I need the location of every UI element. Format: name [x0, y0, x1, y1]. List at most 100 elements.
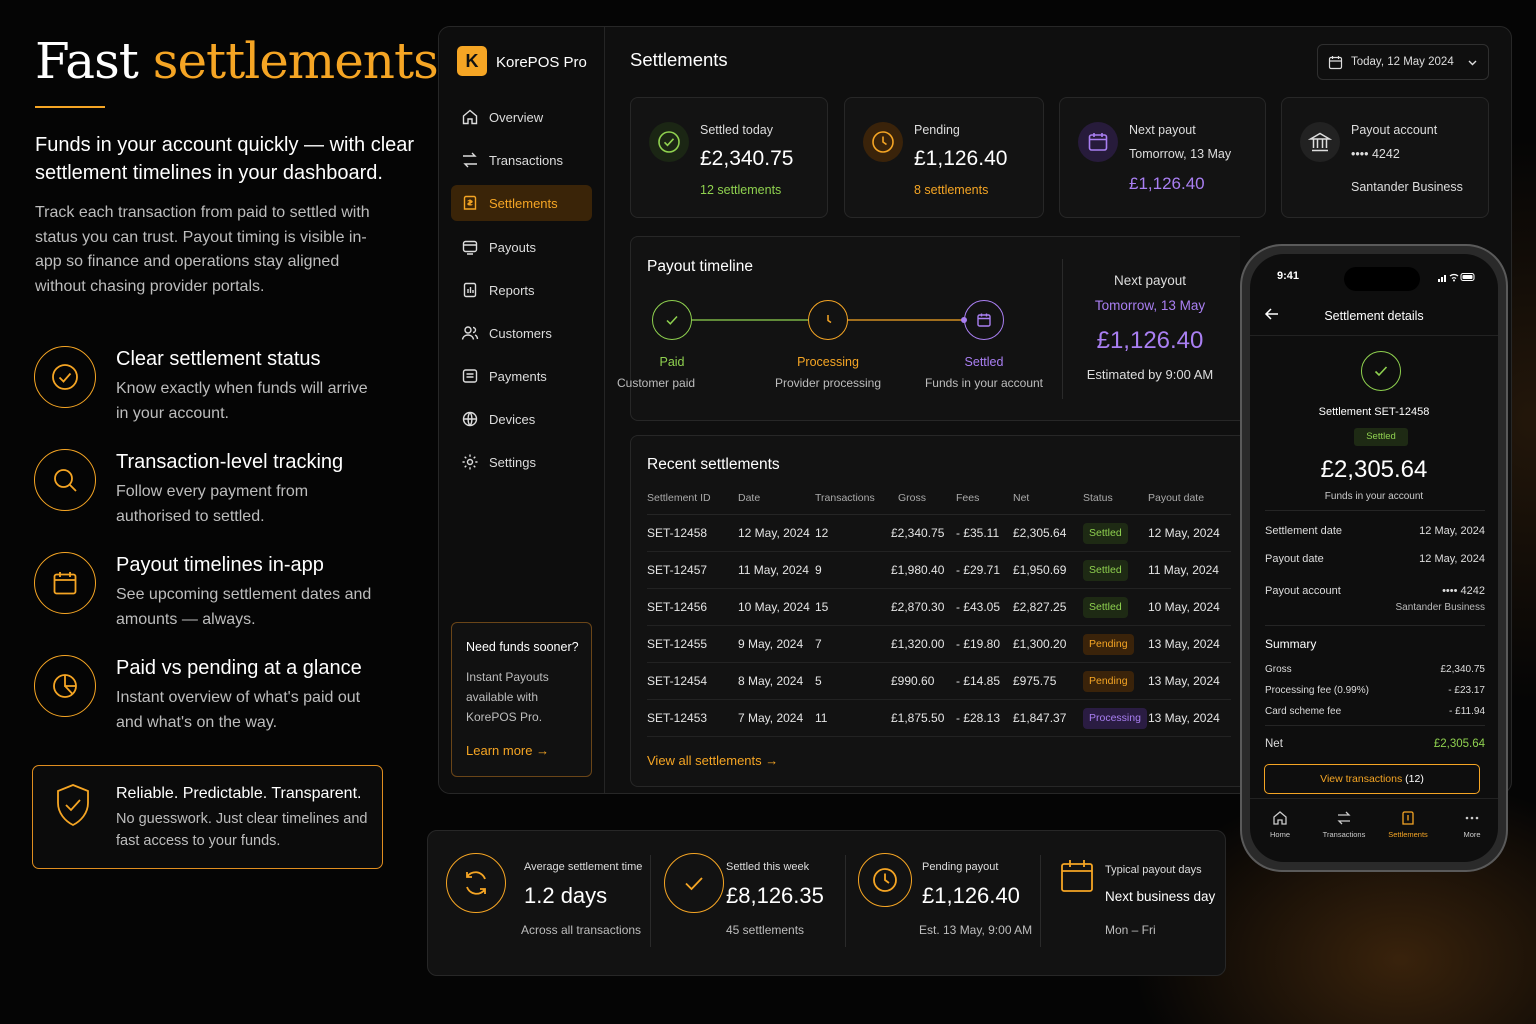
sidebar-item-payments[interactable]: Payments	[451, 358, 592, 394]
stat-pending-payout: Pending payout £1,126.40 Est. 13 May, 9:…	[858, 831, 1038, 977]
table-cell: 8 May, 2024	[738, 663, 803, 700]
sidebar-item-overview[interactable]: Overview	[451, 99, 592, 135]
settlement-icon	[461, 194, 479, 212]
card-sub: 12 settlements	[700, 183, 781, 197]
refresh-icon	[446, 853, 506, 913]
trust-description: No guesswork. Just clear timelines and f…	[116, 808, 376, 852]
summary-card-pending[interactable]: Pending £1,126.40 8 settlements	[844, 97, 1044, 218]
view-transactions-button[interactable]: View transactions (12)	[1264, 764, 1480, 794]
table-cell: SET-12453	[647, 700, 707, 737]
calendar-icon	[1328, 55, 1343, 70]
feature-item: Paid vs pending at a glance Instant over…	[34, 655, 394, 735]
sidebar-item-label: Payments	[489, 369, 547, 384]
view-all-settlements-link[interactable]: View all settlements →	[647, 753, 778, 768]
table-cell: £2,870.30	[891, 589, 944, 626]
clock-icon	[858, 853, 912, 907]
table-cell: £1,875.50	[891, 700, 944, 737]
stat-value: £8,126.35	[726, 883, 824, 909]
amount-sub: Funds in your account	[1250, 491, 1498, 502]
step-sub: Customer paid	[617, 376, 747, 390]
table-cell: £975.75	[1013, 663, 1056, 700]
calendar-icon	[34, 552, 96, 614]
date-filter-dropdown[interactable]: Today, 12 May 2024	[1317, 44, 1489, 80]
status-badge: Processing	[1083, 708, 1147, 729]
table-row[interactable]: SET-124548 May, 20245£990.60- £14.85£975…	[647, 663, 1231, 700]
feature-description: See upcoming settlement dates and amount…	[116, 582, 376, 632]
table-cell: - £43.05	[956, 589, 1000, 626]
table-cell: - £28.13	[956, 700, 1000, 737]
table-row[interactable]: SET-124559 May, 20247£1,320.00- £19.80£1…	[647, 626, 1231, 663]
app-logo[interactable]: K	[457, 46, 487, 76]
column-header: Net	[1013, 492, 1029, 504]
table-cell: 13 May, 2024	[1148, 700, 1220, 737]
table-cell: 12 May, 2024	[1148, 515, 1220, 552]
calendar-icon	[1060, 859, 1094, 893]
table-row[interactable]: SET-1245812 May, 202412£2,340.75- £35.11…	[647, 515, 1231, 552]
tab-transactions[interactable]: Transactions	[1314, 810, 1374, 839]
stat-value: Next business day	[1105, 889, 1215, 904]
calendar-icon	[1078, 122, 1118, 162]
users-icon	[461, 324, 479, 342]
arrow-right-icon: →	[536, 743, 549, 758]
column-header: Gross	[898, 492, 926, 504]
tab-settlements[interactable]: Settlements	[1378, 810, 1438, 839]
page-title: Settlements	[630, 49, 728, 71]
date-filter-value: Today, 12 May 2024	[1351, 56, 1459, 68]
stats-bar: Average settlement time 1.2 days Across …	[427, 830, 1226, 976]
sidebar-item-label: Overview	[489, 110, 543, 125]
feature-item: Transaction-level tracking Follow every …	[34, 449, 394, 529]
stat-label: Settled this week	[726, 861, 809, 873]
table-cell: 10 May, 2024	[1148, 589, 1220, 626]
payout-timeline-panel: Payout timeline Paid Customer paid Proce…	[630, 236, 1240, 421]
tab-home[interactable]: Home	[1250, 810, 1310, 839]
trust-box: Reliable. Predictable. Transparent. No g…	[32, 765, 383, 869]
card-value: Tomorrow, 13 May	[1129, 147, 1231, 161]
tab-more[interactable]: More	[1442, 810, 1498, 839]
sidebar-item-devices[interactable]: Devices	[451, 401, 592, 437]
table-cell: 13 May, 2024	[1148, 663, 1220, 700]
check-icon	[1361, 351, 1401, 391]
step-sub: Funds in your account	[909, 376, 1059, 390]
step-name: Paid	[597, 355, 747, 369]
sidebar-item-label: Settings	[489, 455, 536, 470]
hero-title: Fast settlements	[35, 32, 438, 90]
transfer-icon	[461, 151, 479, 169]
next-payout-label: Next payout	[1071, 273, 1229, 288]
sidebar-item-payouts[interactable]: Payouts	[451, 229, 592, 265]
summary-card-next-payout[interactable]: Next payout Tomorrow, 13 May £1,126.40	[1059, 97, 1266, 218]
home-icon	[461, 108, 479, 126]
table-row[interactable]: SET-1245711 May, 20249£1,980.40- £29.71£…	[647, 552, 1231, 589]
feature-title: Transaction-level tracking	[116, 451, 343, 474]
table-row[interactable]: SET-124537 May, 202411£1,875.50- £28.13£…	[647, 700, 1231, 737]
sidebar-item-label: Devices	[489, 412, 535, 427]
learn-more-link[interactable]: Learn more →	[466, 743, 549, 758]
summary-card-payout-account[interactable]: Payout account •••• 4242 Santander Busin…	[1281, 97, 1489, 218]
status-badge: Settled	[1354, 428, 1408, 446]
stat-label: Average settlement time	[524, 861, 642, 873]
net-row: Net£2,305.64	[1265, 738, 1485, 750]
transfer-icon	[1336, 810, 1352, 826]
table-cell: £990.60	[891, 663, 934, 700]
sidebar-item-customers[interactable]: Customers	[451, 315, 592, 351]
stat-settled-week: Settled this week £8,126.35 45 settlemen…	[664, 831, 844, 977]
status-icons	[1438, 272, 1476, 282]
table-cell: - £35.11	[956, 515, 999, 552]
detail-row: Payout account•••• 4242Santander Busines…	[1265, 585, 1485, 597]
table-cell: 7 May, 2024	[738, 700, 803, 737]
feature-item: Payout timelines in-app See upcoming set…	[34, 552, 394, 632]
column-header: Date	[738, 492, 760, 504]
sidebar-item-transactions[interactable]: Transactions	[451, 142, 592, 178]
column-header: Payout date	[1148, 492, 1204, 504]
summary-card-settled-today[interactable]: Settled today £2,340.75 12 settlements	[630, 97, 828, 218]
status-badge: Settled	[1083, 597, 1128, 618]
sidebar-item-settings[interactable]: Settings	[451, 444, 592, 480]
sidebar-item-reports[interactable]: Reports	[451, 272, 592, 308]
stat-label: Typical payout days	[1105, 864, 1202, 876]
status-badge: Settled	[1083, 560, 1128, 581]
timeline-divider	[1062, 259, 1063, 399]
settlement-id: Settlement SET-12458	[1250, 406, 1498, 418]
sidebar-item-label: Transactions	[489, 153, 563, 168]
table-row[interactable]: SET-1245610 May, 202415£2,870.30- £43.05…	[647, 589, 1231, 626]
sidebar-item-settlements[interactable]: Settlements	[451, 185, 592, 221]
hero-divider	[35, 106, 105, 108]
